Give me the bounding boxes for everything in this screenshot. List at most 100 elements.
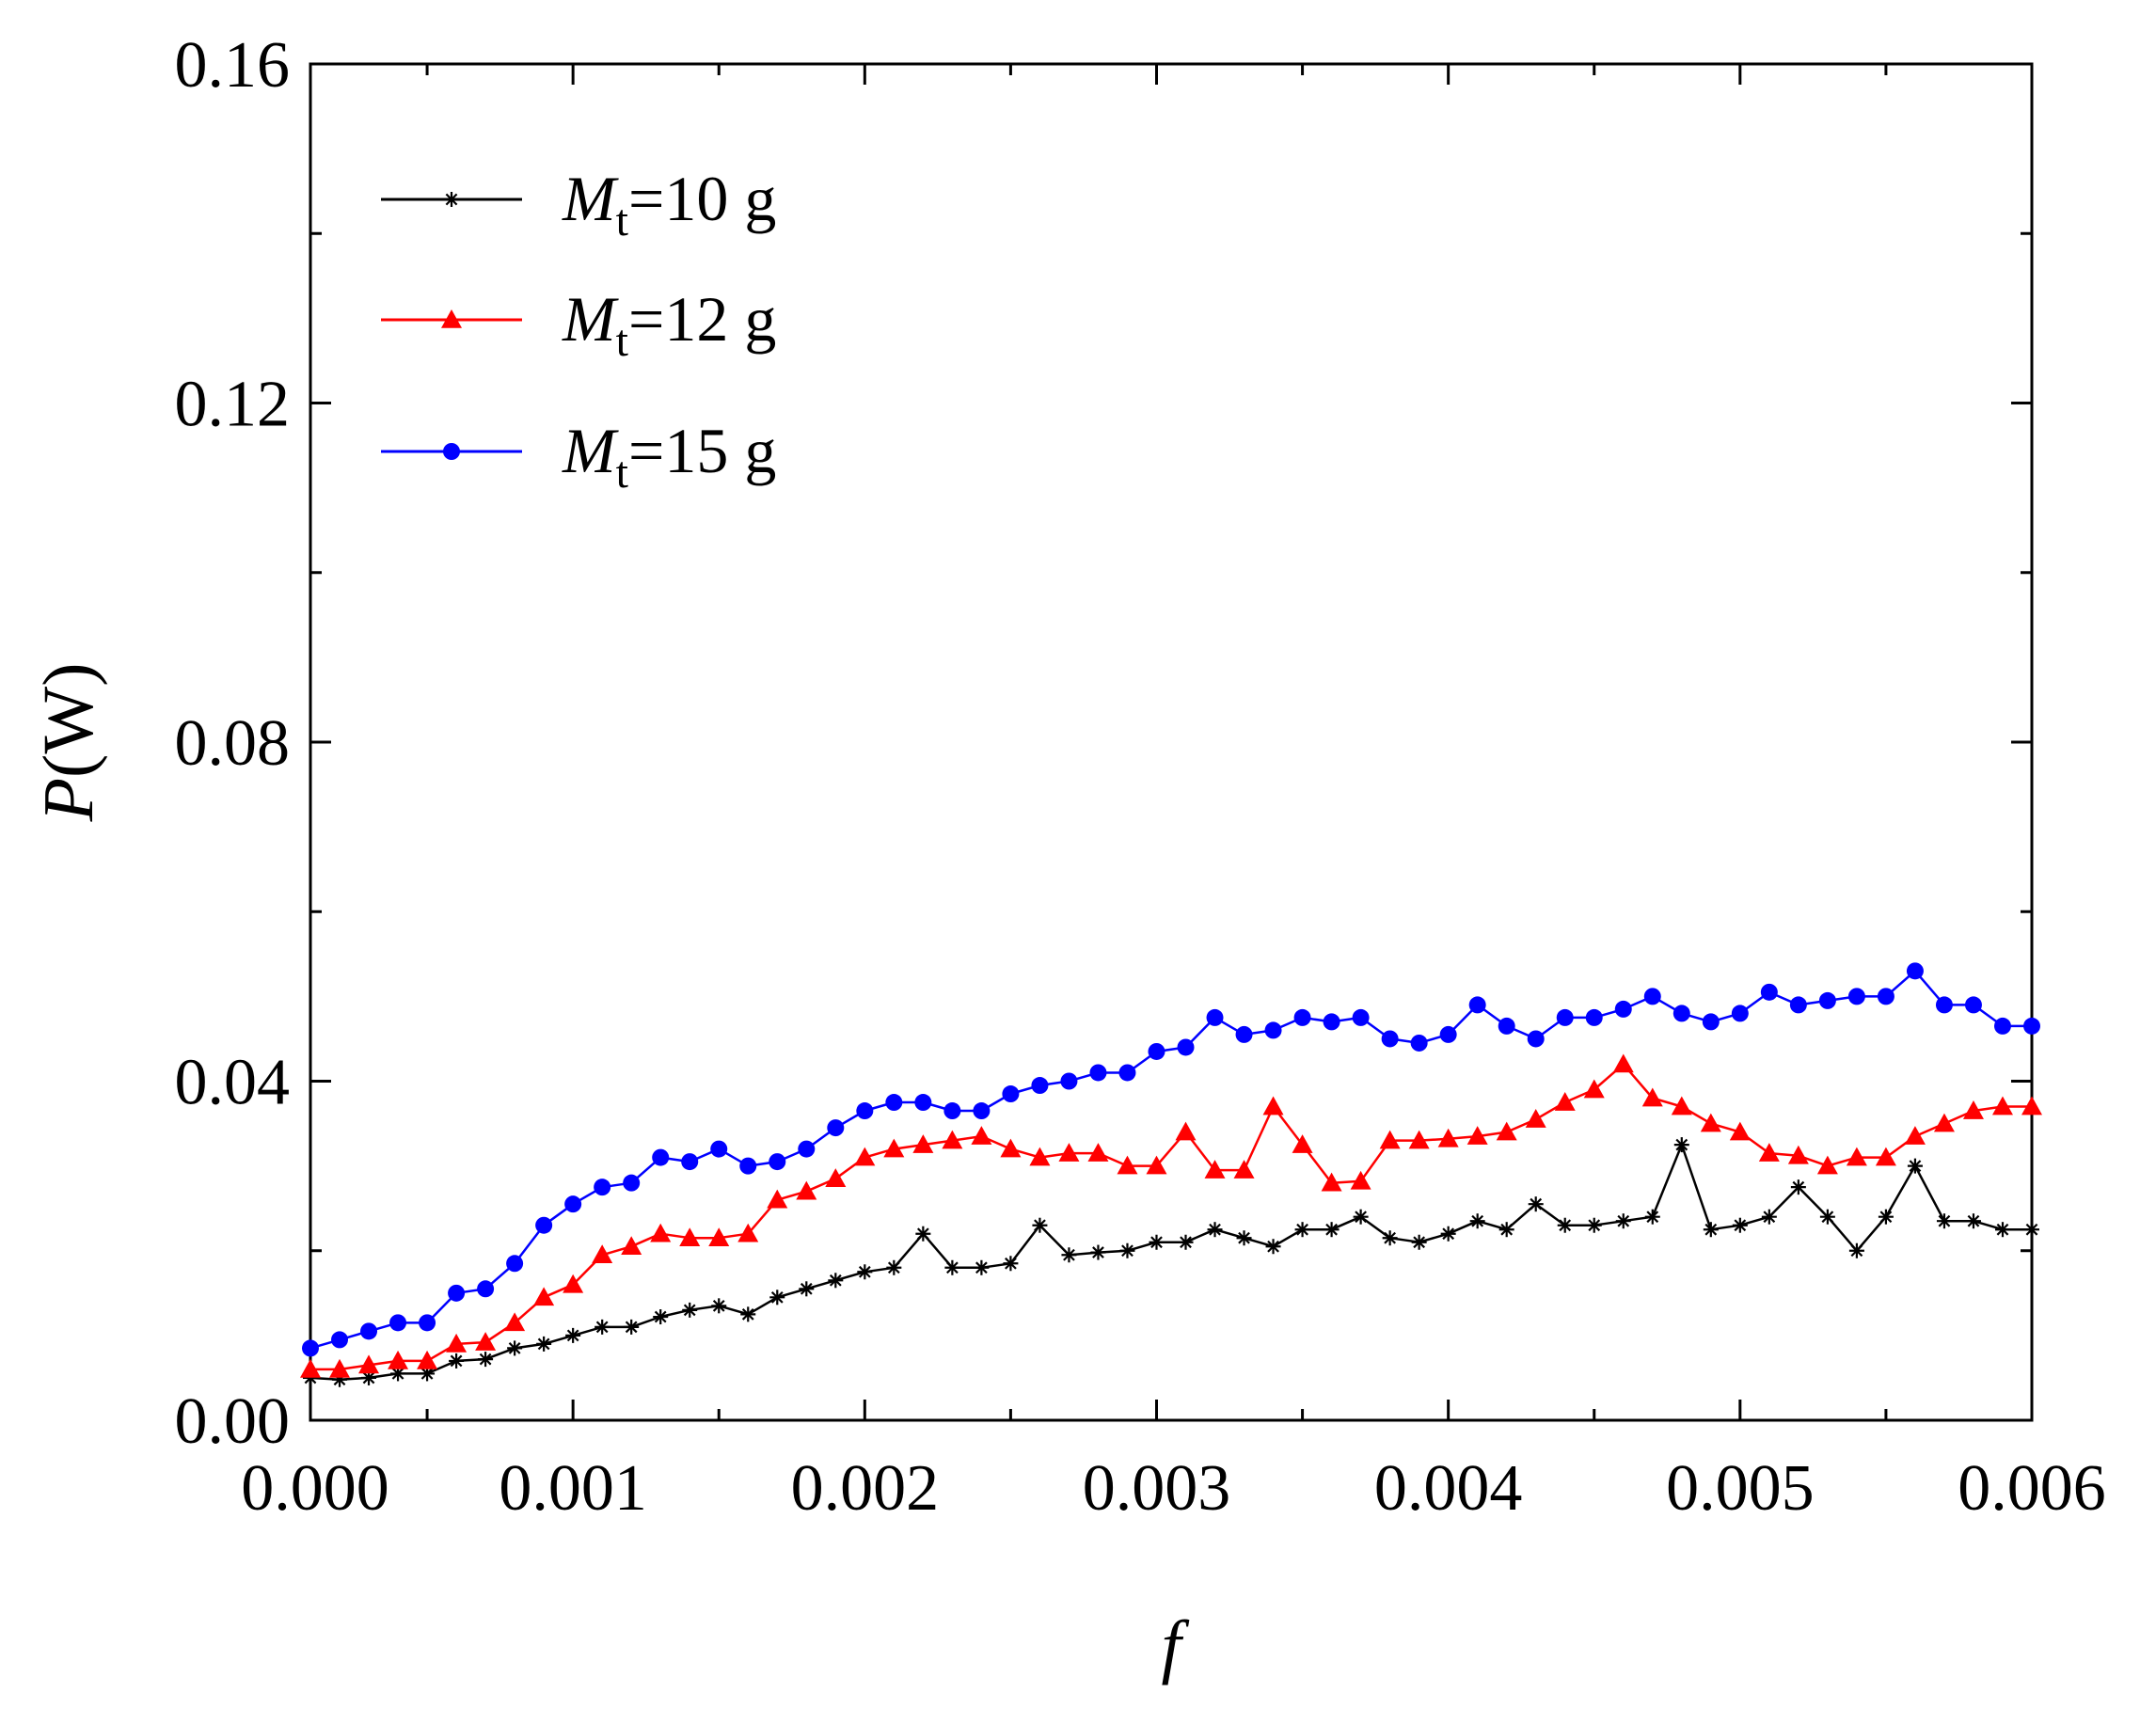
data-point xyxy=(331,1331,349,1349)
data-point xyxy=(1816,1155,1838,1175)
data-point xyxy=(711,1298,727,1314)
data-point xyxy=(563,1274,584,1293)
data-point xyxy=(973,1102,991,1120)
legend-marker-glyph xyxy=(444,192,459,207)
legend-entry-3: Mt=15 g xyxy=(381,415,776,498)
data-point xyxy=(1644,1209,1660,1225)
data-point xyxy=(1643,988,1661,1005)
data-point xyxy=(1003,1256,1019,1272)
data-point xyxy=(2023,1017,2040,1035)
data-point xyxy=(915,1226,931,1242)
data-point xyxy=(1878,1209,1894,1225)
data-point xyxy=(1991,1096,2013,1116)
data-point xyxy=(1469,1213,1485,1229)
data-point xyxy=(594,1179,611,1196)
data-point xyxy=(1527,1030,1545,1048)
data-point xyxy=(1002,1085,1020,1103)
data-point xyxy=(653,1309,669,1325)
data-point xyxy=(1323,1013,1340,1031)
data-point xyxy=(769,1153,786,1171)
data-point xyxy=(1177,1038,1195,1056)
data-point xyxy=(1993,1017,2011,1035)
x-axis-label: f xyxy=(1161,1606,1189,1685)
legend-marker-3 xyxy=(443,443,460,460)
data-point xyxy=(1235,1025,1253,1043)
data-point xyxy=(1178,1234,1194,1250)
data-point xyxy=(1703,1222,1719,1238)
x-tick-label: 0.003 xyxy=(1083,1452,1231,1525)
legend-marker-glyph xyxy=(441,309,462,328)
y-tick-label: 0.08 xyxy=(175,707,291,780)
data-point xyxy=(1615,1213,1631,1229)
data-point xyxy=(650,1223,672,1242)
data-point xyxy=(1641,1087,1663,1107)
x-tick-label: 0.001 xyxy=(499,1452,647,1525)
data-point xyxy=(1000,1138,1022,1158)
series-line-1 xyxy=(309,1143,2032,1381)
data-point xyxy=(942,1130,963,1149)
data-point xyxy=(971,1126,992,1145)
data-point xyxy=(1468,996,1486,1014)
y-tick-label: 0.16 xyxy=(175,29,291,102)
data-point xyxy=(1525,1109,1546,1128)
data-point xyxy=(769,1290,785,1305)
data-point xyxy=(1379,1130,1401,1149)
legend-label-3: Mt=15 g xyxy=(562,415,776,498)
data-point xyxy=(1175,1121,1197,1141)
data-point xyxy=(1440,1226,1456,1242)
data-point xyxy=(885,1094,903,1112)
data-point xyxy=(623,1174,641,1192)
data-point xyxy=(1964,996,1982,1014)
data-point xyxy=(740,1306,756,1322)
data-point xyxy=(1437,1128,1459,1147)
data-point xyxy=(1117,1155,1138,1175)
data-point xyxy=(1583,1079,1605,1099)
data-point xyxy=(449,1353,465,1369)
legend-entry-1: Mt=10 g xyxy=(381,163,776,245)
data-point xyxy=(1236,1230,1252,1246)
data-point xyxy=(1994,1222,2010,1238)
data-point xyxy=(737,1223,759,1242)
data-point xyxy=(1819,1209,1835,1225)
data-point xyxy=(1031,1077,1049,1095)
data-point xyxy=(1585,1008,1603,1026)
data-point xyxy=(1410,1034,1428,1052)
x-tick-label: 0.000 xyxy=(241,1452,389,1525)
legend-label-2: Mt=12 g xyxy=(562,283,776,366)
data-point xyxy=(857,1264,873,1280)
x-tick-label: 0.004 xyxy=(1374,1452,1523,1525)
data-point xyxy=(507,1340,523,1356)
data-point xyxy=(1789,996,1807,1014)
data-point xyxy=(1758,1143,1780,1162)
data-point xyxy=(1847,988,1865,1005)
data-point xyxy=(1906,962,1924,980)
legend-marker-1 xyxy=(444,192,459,207)
data-point xyxy=(448,1284,466,1302)
data-point xyxy=(535,1216,553,1234)
data-point xyxy=(624,1319,640,1335)
data-point xyxy=(565,1327,581,1343)
data-point xyxy=(478,1352,494,1368)
data-point xyxy=(1586,1217,1602,1233)
data-point xyxy=(943,1102,961,1120)
data-point xyxy=(1350,1170,1371,1190)
data-point xyxy=(1148,1042,1165,1060)
data-point xyxy=(1846,1147,1867,1166)
data-point xyxy=(767,1189,788,1209)
data-point xyxy=(828,1273,844,1289)
data-point xyxy=(679,1227,701,1247)
data-point xyxy=(1818,991,1836,1009)
axis-ticks: 0.000 0.001 0.002 0.003 0.004 0.005 0.006 0.00 0… xyxy=(175,29,2106,1525)
y-tick-label: 0.04 xyxy=(175,1047,291,1119)
data-point xyxy=(1408,1130,1430,1149)
data-point xyxy=(533,1287,555,1306)
data-point xyxy=(1293,1008,1311,1026)
data-point xyxy=(681,1153,699,1171)
data-point xyxy=(1761,1209,1777,1225)
data-point xyxy=(1907,1158,1923,1174)
data-point xyxy=(1204,1160,1226,1179)
data-point xyxy=(827,1119,845,1137)
data-point xyxy=(1790,1179,1806,1195)
